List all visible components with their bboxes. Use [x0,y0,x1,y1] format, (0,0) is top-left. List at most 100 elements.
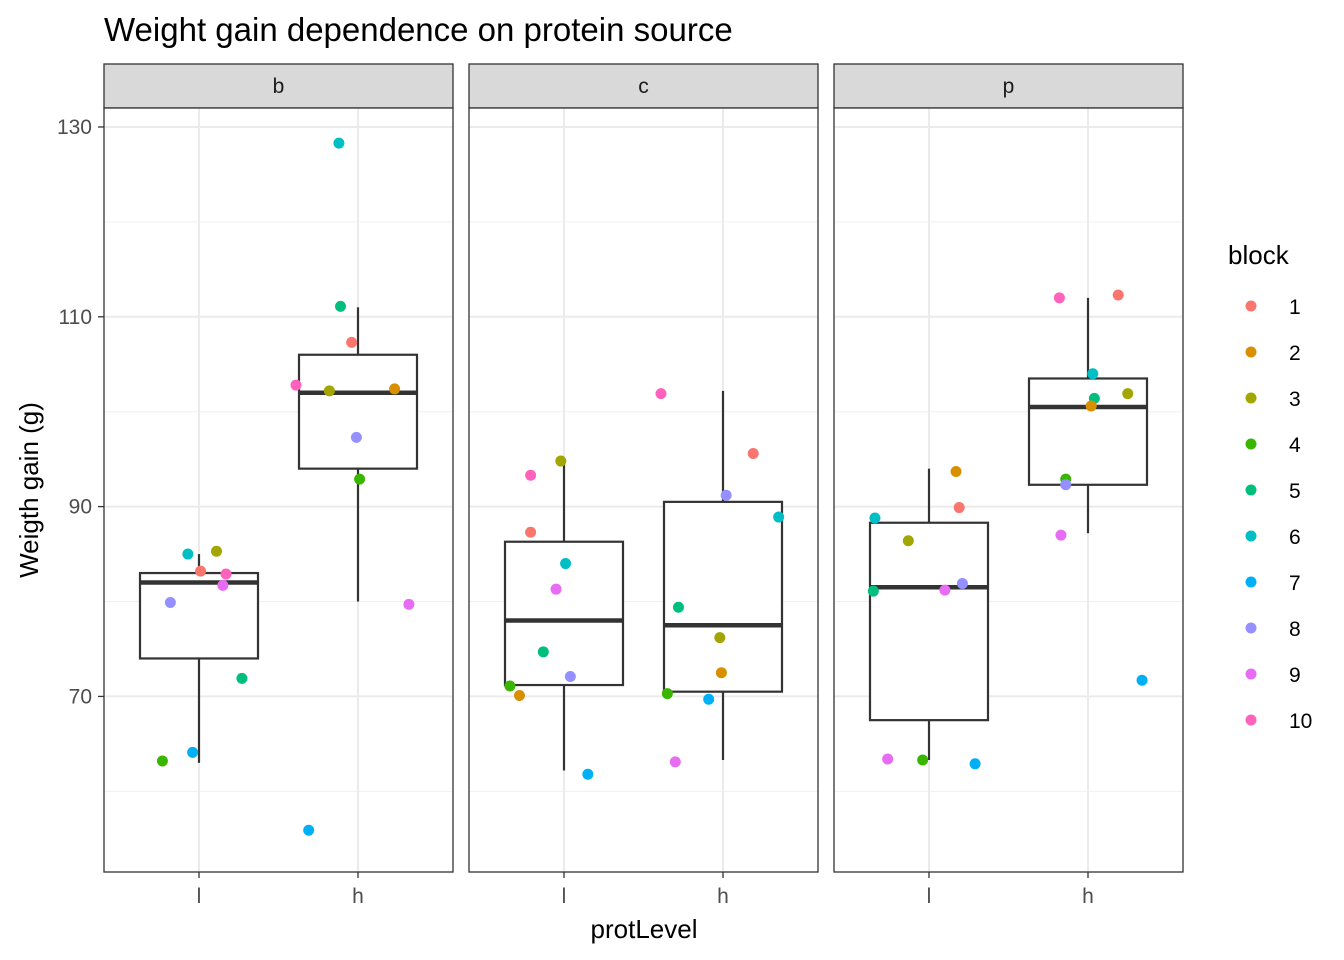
facet-label: p [1003,75,1015,98]
data-point-block-6 [773,511,785,523]
y-tick-label: 110 [59,306,92,329]
legend-label: 6 [1289,526,1301,549]
panel-b: b l h [103,63,454,908]
legend-key [1245,622,1257,634]
x-tick-label: l [197,885,202,908]
legend-label: 3 [1289,388,1301,411]
legend-key [1245,714,1257,726]
facet-strip [103,63,454,109]
data-point-block-5 [672,601,684,613]
legend-title: block [1228,240,1290,270]
legend-label: 2 [1289,342,1301,365]
data-point-block-8 [1060,479,1072,491]
data-point-block-5 [867,585,879,597]
data-point-block-6 [1087,368,1099,380]
box-iqr [138,571,260,660]
legend: block 1 2 3 4 5 6 7 8 9 10 [1228,240,1312,733]
data-point-block-7 [187,746,199,758]
data-point-block-10 [1053,292,1065,304]
data-point-block-8 [720,489,732,501]
x-tick-label: h [352,885,364,908]
data-point-block-8 [350,431,362,443]
legend-key [1245,346,1257,358]
legend-key [1245,392,1257,404]
data-point-block-7 [582,768,594,780]
facet-label: b [273,75,285,98]
data-point-block-2 [513,689,525,701]
legend-key [1245,530,1257,542]
data-point-block-5 [537,646,549,658]
legend-entry-2: 2 [1245,342,1301,365]
data-point-block-9 [550,583,562,595]
data-point-block-2 [1085,400,1097,412]
data-point-block-10 [290,379,302,391]
legend-key [1245,300,1257,312]
data-point-block-4 [156,755,168,767]
legend-entry-7: 7 [1245,572,1301,595]
data-point-block-1 [195,565,207,577]
data-point-block-3 [555,455,567,467]
data-point-block-3 [1122,388,1134,400]
data-point-block-9 [1055,529,1067,541]
x-axis-label: protLevel [591,914,698,944]
legend-entry-1: 1 [1245,296,1301,319]
data-point-block-2 [389,383,401,395]
x-tick-label: h [1082,885,1094,908]
legend-entry-6: 6 [1245,526,1301,549]
boxplot-c-h [662,390,784,761]
data-point-block-9 [217,579,229,591]
data-point-block-4 [504,680,516,692]
legend-label: 7 [1289,572,1301,595]
legend-label: 4 [1289,434,1301,457]
data-point-block-1 [1112,289,1124,301]
data-point-block-9 [939,584,951,596]
facet-label: c [638,75,649,98]
panel-border [103,107,454,873]
data-point-block-5 [236,672,248,684]
legend-label: 1 [1289,296,1301,319]
box-iqr [868,521,990,722]
legend-label: 8 [1289,618,1301,641]
boxplot-b-l [138,554,260,763]
data-point-block-8 [564,670,576,682]
panel-background [469,108,818,872]
data-point-block-3 [323,385,335,397]
y-tick-label: 130 [57,116,92,139]
panel-background [104,108,453,872]
legend-entry-4: 4 [1245,434,1301,457]
legend-entry-9: 9 [1245,664,1301,687]
y-axis-label: Weigth gain (g) [14,402,44,578]
data-point-block-9 [669,756,681,768]
data-point-block-3 [210,545,222,557]
data-point-block-8 [956,577,968,589]
data-point-block-1 [346,336,358,348]
data-point-block-1 [747,447,759,459]
data-point-block-9 [403,598,415,610]
x-tick-label: l [927,885,932,908]
boxplot-b-h [297,307,419,602]
panel-border [833,107,1184,873]
x-tick-label: l [562,885,567,908]
legend-label: 10 [1289,710,1312,733]
data-point-block-3 [714,632,726,644]
data-point-block-6 [182,548,194,560]
data-point-block-10 [220,568,232,580]
data-point-block-10 [655,388,667,400]
panel-border [468,107,819,873]
legend-key [1245,668,1257,680]
data-point-block-6 [560,558,572,570]
y-axis: 70 90 110 130 [57,116,104,708]
legend-key [1245,484,1257,496]
data-point-block-9 [882,753,894,765]
facet-strip [833,63,1184,109]
data-point-block-2 [950,465,962,477]
facet-strip [468,63,819,109]
legend-entry-8: 8 [1245,618,1301,641]
data-point-block-7 [969,758,981,770]
panel-c: c l h [468,63,819,908]
data-point-block-8 [164,596,176,608]
chart-title: Weight gain dependence on protein source [104,11,733,48]
data-point-block-1 [525,526,537,538]
legend-entry-10: 10 [1245,710,1312,733]
